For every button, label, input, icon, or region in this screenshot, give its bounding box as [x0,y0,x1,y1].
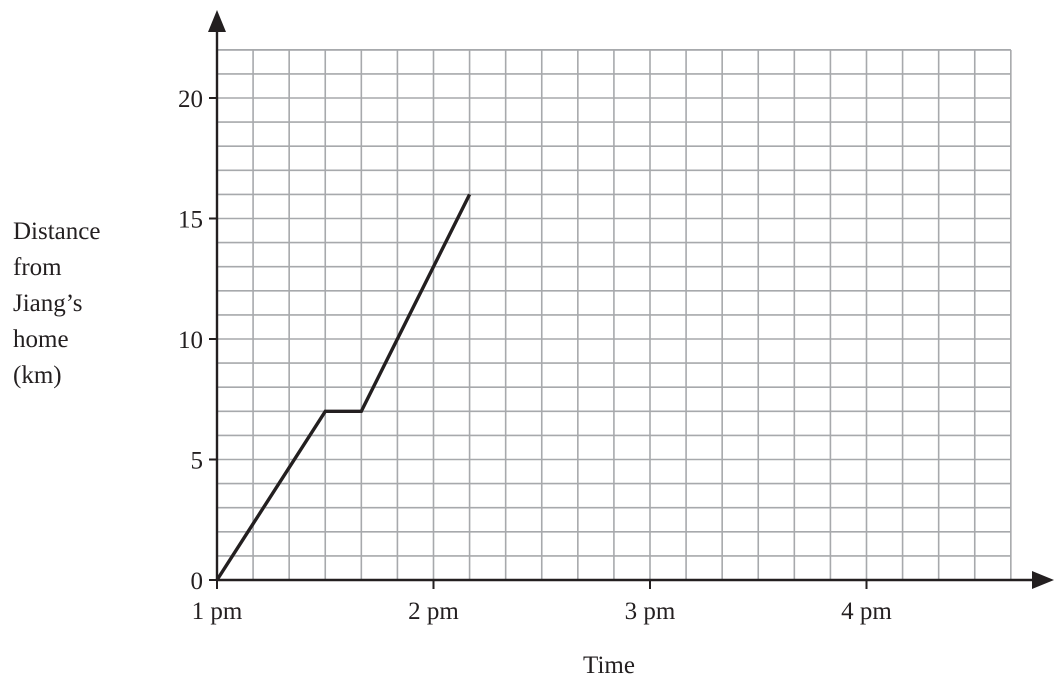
series [215,193,472,581]
x-axis-label: Time [583,652,635,679]
y-axis-label: Distance from Jiang’s home (km) [13,218,107,389]
y-axis-label-line: from [13,254,62,281]
grid [217,48,1012,580]
x-axis-arrow-icon [1032,571,1054,589]
y-tick-label: 10 [178,327,203,354]
x-tick-label: 2 pm [408,598,459,625]
y-axis-label-line: (km) [13,362,62,389]
y-tick-label: 15 [178,207,203,234]
y-axis-arrow-icon [208,10,226,32]
x-tick-label: 1 pm [192,598,243,625]
y-tick-label: 20 [178,86,203,113]
labels: Time Distance from Jiang’s home (km) [13,218,635,679]
x-tick-label: 4 pm [841,598,892,625]
series-line [215,193,472,581]
y-axis-label-line: Distance [13,218,100,245]
y-tick-label: 0 [191,568,204,595]
y-axis-label-line: home [13,326,69,353]
axes [208,10,1054,589]
ticks: 0 5 10 15 20 1 pm 2 pm 3 pm 4 pm [178,86,892,625]
y-axis-label-line: Jiang’s [13,290,82,317]
y-tick-label: 5 [191,448,204,475]
x-tick-label: 3 pm [625,598,676,625]
